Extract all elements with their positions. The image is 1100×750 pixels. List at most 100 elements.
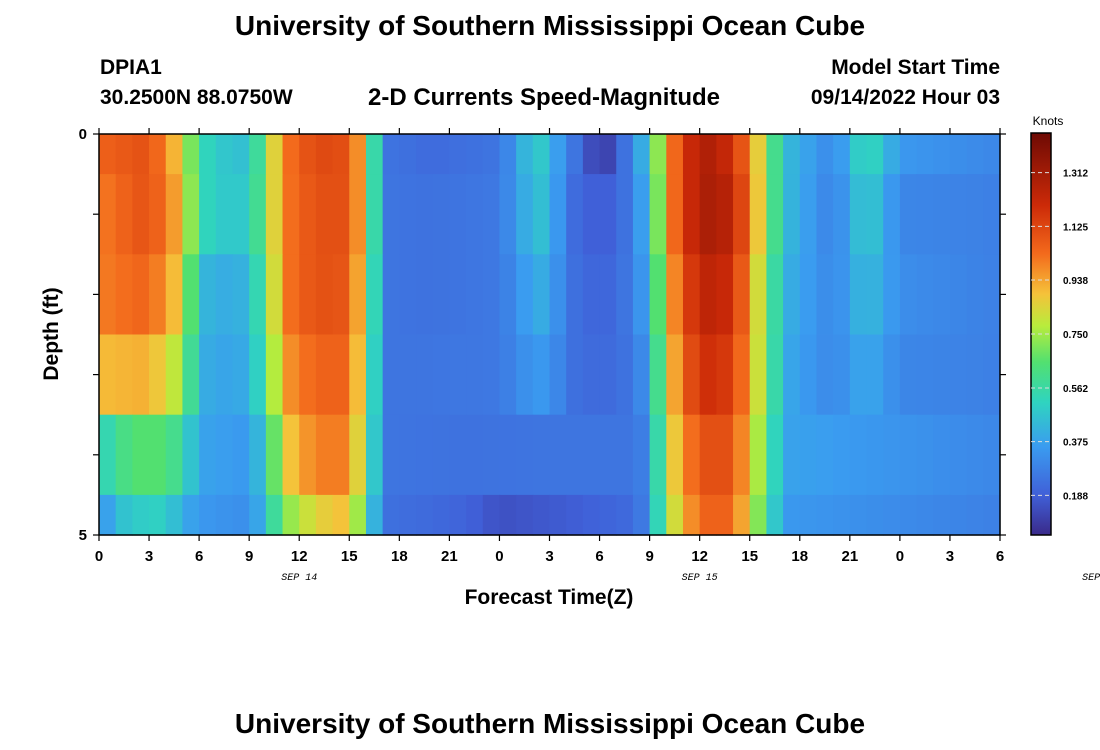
- heatmap-cell: [749, 494, 768, 536]
- heatmap-cell: [532, 174, 551, 255]
- heatmap-cell: [582, 414, 601, 496]
- heatmap-cell: [182, 494, 200, 536]
- heatmap-cell: [382, 254, 400, 336]
- heatmap-cell: [265, 414, 284, 496]
- heatmap-cell: [699, 174, 717, 255]
- heatmap-cell: [532, 134, 551, 175]
- heatmap-cell: [482, 494, 501, 536]
- heatmap-cell: [616, 334, 634, 416]
- heatmap-cell: [733, 134, 751, 175]
- heatmap-cell: [699, 134, 717, 175]
- heatmap-cell: [399, 174, 417, 255]
- heatmap-cell: [299, 494, 317, 536]
- heatmap-cell: [532, 494, 551, 536]
- heatmap-cell: [199, 334, 217, 416]
- heatmap-cell: [666, 254, 684, 336]
- heatmap-cell: [616, 414, 634, 496]
- heatmap-cell: [265, 494, 284, 536]
- heatmap-cell: [783, 334, 801, 416]
- heatmap-cell: [99, 174, 117, 255]
- heatmap-cell: [582, 134, 601, 175]
- heatmap-cell: [332, 494, 350, 536]
- heatmap-cell: [549, 494, 567, 536]
- heatmap-cell: [933, 334, 951, 416]
- heatmap-cell: [866, 414, 884, 496]
- heatmap-cell: [632, 134, 651, 175]
- heatmap-cell: [416, 134, 434, 175]
- heatmap-cell: [816, 414, 834, 496]
- heatmap-cell: [883, 494, 901, 536]
- heatmap-cell: [249, 174, 267, 255]
- heatmap-cell: [716, 134, 734, 175]
- heatmap-cell: [899, 414, 918, 496]
- heatmap-cell: [416, 254, 434, 336]
- heatmap-cell: [549, 254, 567, 336]
- heatmap-cell: [249, 134, 267, 175]
- heatmap-cell: [165, 414, 184, 496]
- heatmap-cell: [499, 414, 517, 496]
- heatmap-cell: [99, 414, 117, 496]
- heatmap-cell: [783, 414, 801, 496]
- x-tick-label: 12: [691, 548, 708, 565]
- heatmap-cell: [616, 254, 634, 336]
- x-tick-label: 3: [145, 548, 153, 565]
- heatmap-cell: [182, 334, 200, 416]
- heatmap-cell: [599, 174, 617, 255]
- colorbar: Knots 1.312 1.125 0.938 0.750 0.562 0.375 0.18…: [1030, 114, 1088, 536]
- heatmap-cell: [682, 254, 701, 336]
- colorbar-tick-label: 0.188: [1063, 491, 1088, 502]
- heatmap-cell: [199, 254, 217, 336]
- heatmap-cell: [449, 494, 467, 536]
- heatmap-cell: [749, 254, 768, 336]
- heatmap-cell: [232, 134, 250, 175]
- heatmap-cell: [816, 494, 834, 536]
- heatmap-cell: [632, 334, 651, 416]
- heatmap-cell: [516, 494, 534, 536]
- heatmap-cell: [816, 174, 834, 255]
- heatmap-cell: [599, 134, 617, 175]
- heatmap-cell: [265, 334, 284, 416]
- heatmap-cell: [232, 334, 250, 416]
- y-tick-label: 0: [79, 126, 87, 143]
- heatmap-cell: [699, 414, 717, 496]
- heatmap-cell: [566, 254, 584, 336]
- heatmap-cell: [215, 134, 234, 175]
- heatmap-cell: [916, 494, 934, 536]
- heatmap-cell: [766, 134, 784, 175]
- heatmap-cell: [749, 414, 768, 496]
- heatmap-cell: [215, 174, 234, 255]
- heatmap-cell: [682, 174, 701, 255]
- colorbar-ticks: 1.312 1.125 0.938 0.750 0.562 0.375 0.188: [1031, 169, 1088, 502]
- heatmap-cell: [349, 254, 367, 336]
- heatmap-cell: [766, 334, 784, 416]
- heatmap-cell: [766, 174, 784, 255]
- heatmap-cell: [566, 494, 584, 536]
- heatmap-cell: [916, 414, 934, 496]
- heatmap-cell: [582, 254, 601, 336]
- heatmap-cell: [466, 494, 484, 536]
- heatmap-cell: [616, 494, 634, 536]
- heatmap-cell: [416, 494, 434, 536]
- heatmap-cell: [149, 334, 167, 416]
- heatmap-cell: [132, 414, 150, 496]
- heatmap-cell: [182, 254, 200, 336]
- x-tick-label: 9: [645, 548, 653, 565]
- heatmap-cell: [799, 494, 818, 536]
- heatmap-cell: [282, 134, 300, 175]
- heatmap-cell: [549, 174, 567, 255]
- x-tick-label: 6: [195, 548, 203, 565]
- x-tick-label: 15: [741, 548, 758, 565]
- heatmap-cell: [833, 494, 851, 536]
- heatmap-cell: [632, 174, 651, 255]
- heatmap-cell: [482, 174, 501, 255]
- heatmap-cell: [182, 414, 200, 496]
- heatmap-cell: [783, 134, 801, 175]
- heatmap-cell: [149, 174, 167, 255]
- heatmap-cell: [649, 414, 667, 496]
- heatmap-cell: [299, 174, 317, 255]
- heatmap-cell: [983, 334, 1001, 416]
- heatmap-cell: [349, 174, 367, 255]
- heatmap-cell: [115, 334, 133, 416]
- heatmap-cell: [966, 134, 984, 175]
- heatmap-cell: [716, 494, 734, 536]
